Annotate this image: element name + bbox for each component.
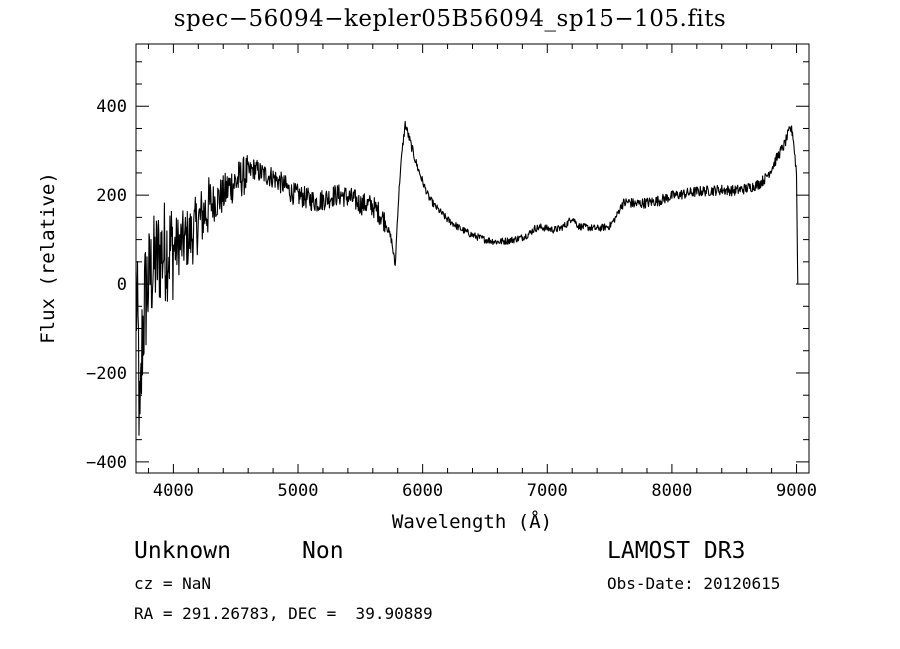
- y-tick-label: −200: [86, 364, 127, 384]
- y-axis-label: Flux (relative): [37, 172, 59, 344]
- y-tick-label: 200: [96, 186, 127, 206]
- class-label: Unknown: [134, 538, 231, 564]
- coordinates-text: RA = 291.26783, DEC = 39.90889: [134, 604, 433, 623]
- x-tick-label: 5000: [278, 481, 319, 501]
- survey-label: LAMOST DR3: [607, 538, 746, 564]
- x-tick-label: 8000: [651, 481, 692, 501]
- axis-tick-labels: 4000 5000 6000 7000 8000 9000 −400 −200 0 200 400: [86, 97, 817, 501]
- obs-date-text: Obs-Date: 20120615: [607, 574, 781, 593]
- subclass-label: Non: [302, 538, 344, 564]
- chart-title: spec−56094−kepler05B56094_sp15−105.fits: [173, 6, 727, 32]
- spectrum-line: [135, 120, 799, 436]
- x-axis-label: Wavelength (Å): [392, 510, 552, 533]
- x-tick-label: 7000: [527, 481, 568, 501]
- y-tick-label: −400: [86, 453, 127, 473]
- plot-frame: [135, 43, 810, 474]
- x-tick-label: 4000: [153, 481, 194, 501]
- redshift-text: cz = NaN: [134, 574, 212, 593]
- axis-ticks: [136, 44, 809, 473]
- y-tick-label: 400: [96, 97, 127, 117]
- y-tick-label: 0: [117, 275, 127, 295]
- x-tick-label: 6000: [402, 481, 443, 501]
- x-tick-label: 9000: [776, 481, 817, 501]
